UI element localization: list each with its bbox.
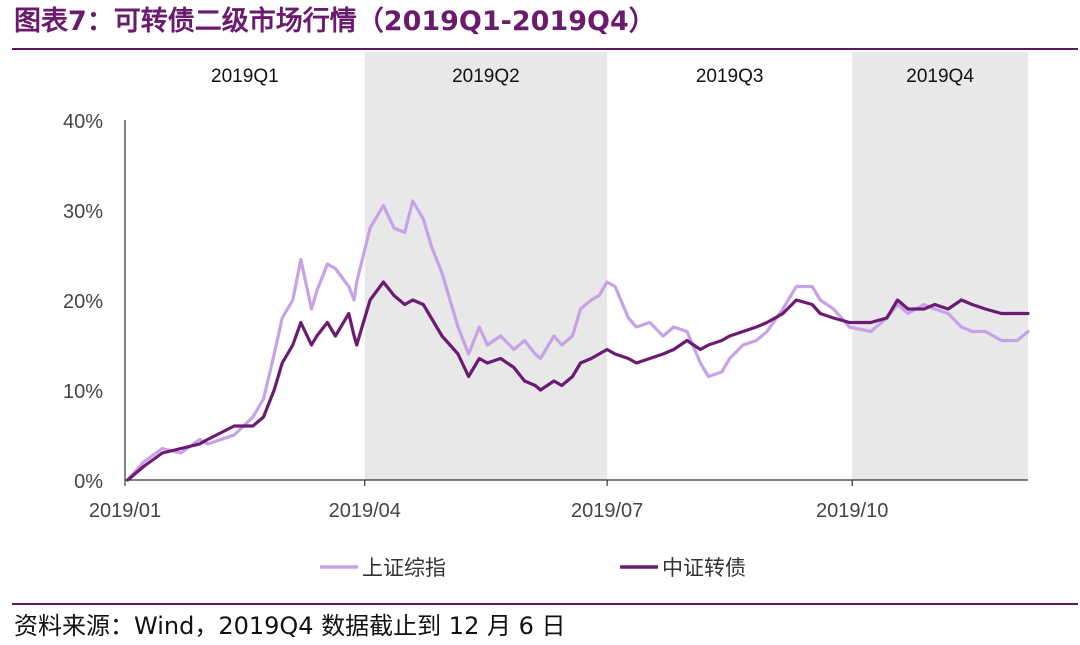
figure-title: 图表7：可转债二级市场行情（2019Q1-2019Q4）: [14, 6, 656, 37]
x-tick-label: 2019/10: [816, 500, 888, 522]
y-tick-label: 0%: [74, 471, 103, 493]
bottom-divider: [12, 603, 1078, 605]
y-tick-label: 20%: [63, 291, 103, 313]
legend-label-1: 上证综指: [362, 557, 446, 580]
x-tick-label: 2019/07: [571, 500, 643, 522]
legend-label-2: 中证转债: [662, 557, 746, 580]
quarter-label: 2019Q2: [452, 66, 520, 87]
x-axis-ticks: 2019/01 2019/04 2019/07 2019/10: [89, 480, 888, 522]
y-tick-label: 30%: [63, 201, 103, 223]
y-tick-label: 10%: [63, 381, 103, 403]
quarter-label: 2019Q4: [906, 66, 974, 87]
y-tick-label: 40%: [63, 111, 103, 133]
legend: 上证综指 中证转债: [320, 557, 746, 580]
top-divider: [12, 48, 1078, 50]
source-note: 资料来源：Wind，2019Q4 数据截止到 12 月 6 日: [14, 612, 566, 640]
quarter-bands: [364, 52, 1028, 480]
quarter-band: [852, 52, 1028, 480]
quarter-band: [364, 52, 608, 480]
series-line-1: [126, 199, 1030, 482]
line-chart: 2019Q1 2019Q2 2019Q3 2019Q4 0%10%20%30%40% …: [63, 52, 1030, 580]
series-line-2: [126, 280, 1030, 482]
quarter-label: 2019Q3: [696, 66, 764, 87]
quarter-label: 2019Q1: [211, 66, 279, 87]
x-tick-label: 2019/01: [89, 500, 161, 522]
quarter-labels: 2019Q1 2019Q2 2019Q3 2019Q4: [211, 66, 974, 87]
series-lines: [126, 199, 1030, 482]
y-axis-ticks: 0% 10% 20% 30% 40%: [63, 111, 103, 493]
x-tick-label: 2019/04: [329, 500, 401, 522]
